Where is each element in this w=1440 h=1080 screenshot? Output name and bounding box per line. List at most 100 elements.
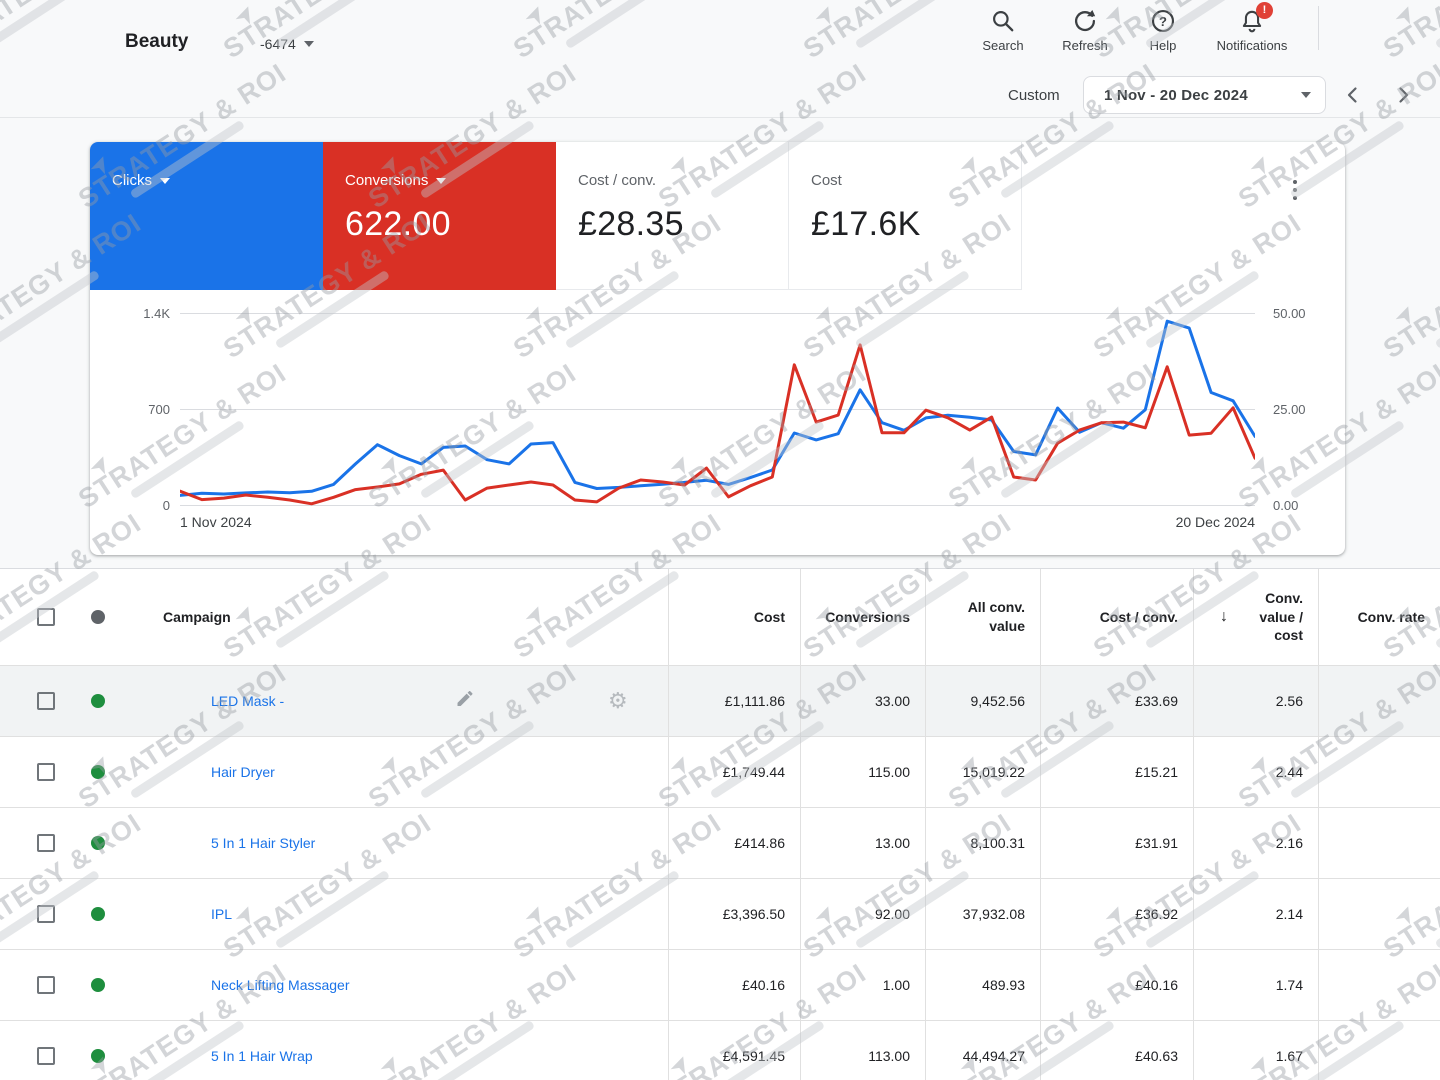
- row-checkbox[interactable]: [37, 905, 55, 923]
- table-row: 5 In 1 Hair Styler £414.86 13.00 8,100.31 £3…: [0, 808, 1440, 879]
- status-dot-enabled[interactable]: [91, 836, 105, 850]
- table-row: Hair Dryer £1,749.44 115.00 15,019.22 £15.21…: [0, 737, 1440, 808]
- column-header-cost-per-conv[interactable]: Cost / conv.: [1040, 569, 1193, 665]
- cell-conv-rate: [1318, 879, 1440, 949]
- refresh-button[interactable]: Refresh: [1049, 8, 1121, 53]
- cell-conv-rate: [1318, 950, 1440, 1020]
- row-checkbox[interactable]: [37, 1047, 55, 1065]
- chevron-down-icon: [160, 177, 170, 184]
- help-button[interactable]: ? Help: [1127, 8, 1199, 53]
- scorecard-cost[interactable]: Cost £17.6K: [789, 142, 1022, 290]
- row-checkbox[interactable]: [37, 834, 55, 852]
- cell-cost-per-conv: £40.63: [1040, 1021, 1193, 1080]
- row-checkbox[interactable]: [37, 976, 55, 994]
- refresh-label: Refresh: [1062, 38, 1108, 53]
- help-label: Help: [1149, 38, 1177, 53]
- row-checkbox[interactable]: [37, 763, 55, 781]
- right-axis-tick: 50.00: [1273, 306, 1306, 321]
- cell-conv-value-per-cost: 2.16: [1193, 808, 1318, 878]
- scorecard-label: Cost / conv.: [578, 172, 657, 189]
- cell-cost: £40.16: [668, 950, 800, 1020]
- select-all-checkbox[interactable]: [37, 608, 55, 626]
- campaign-link[interactable]: IPL: [211, 906, 233, 922]
- x-axis-end-label: 20 Dec 2024: [1175, 514, 1255, 530]
- search-icon: [990, 8, 1016, 34]
- cell-cost: £4,591.45: [668, 1021, 800, 1080]
- campaign-link[interactable]: Hair Dryer: [211, 764, 275, 780]
- left-axis-tick: 1.4K: [143, 306, 170, 321]
- cell-all-conv-value: 44,494.27: [925, 1021, 1040, 1080]
- column-header-conv-rate[interactable]: Conv. rate: [1318, 569, 1440, 665]
- watermark: ➤STRATEGY & ROI: [1378, 208, 1440, 374]
- cell-conv-rate: [1318, 808, 1440, 878]
- cell-cost-per-conv: £31.91: [1040, 808, 1193, 878]
- search-button[interactable]: Search: [967, 8, 1039, 53]
- bell-icon: !: [1239, 2, 1273, 34]
- cell-conv-value-per-cost: 2.56: [1193, 666, 1318, 736]
- row-checkbox[interactable]: [37, 692, 55, 710]
- campaign-link[interactable]: 5 In 1 Hair Styler: [211, 835, 316, 851]
- notification-badge: !: [1256, 2, 1273, 19]
- cell-conversions: 115.00: [800, 737, 925, 807]
- scorecard-value: £17.6K: [811, 205, 921, 243]
- column-header-conv-value-per-cost[interactable]: ↓ Conv. value / cost: [1193, 569, 1318, 665]
- performance-chart-card: Clicks Conversions 622.00 Cost / conv. £…: [90, 142, 1345, 555]
- scorecard-cost-per-conv[interactable]: Cost / conv. £28.35: [556, 142, 789, 290]
- column-header-cost[interactable]: Cost: [668, 569, 800, 665]
- campaign-link[interactable]: LED Mask -: [211, 693, 285, 709]
- scorecard-label: Clicks: [112, 172, 152, 189]
- cell-cost: £1,111.86: [668, 666, 800, 736]
- help-icon: ?: [1150, 8, 1176, 34]
- gridline: [180, 505, 1255, 506]
- cell-conv-value-per-cost: 1.74: [1193, 950, 1318, 1020]
- cell-all-conv-value: 37,932.08: [925, 879, 1040, 949]
- column-header-campaign[interactable]: Campaign: [163, 609, 231, 625]
- campaign-link[interactable]: 5 In 1 Hair Wrap: [211, 1048, 313, 1064]
- date-range-picker[interactable]: 1 Nov - 20 Dec 2024: [1083, 76, 1326, 114]
- cell-conv-rate: [1318, 737, 1440, 807]
- status-dot-header: [91, 610, 105, 624]
- x-axis-start-label: 1 Nov 2024: [180, 514, 252, 530]
- cell-cost-per-conv: £33.69: [1040, 666, 1193, 736]
- table-row: Neck Lifting Massager £40.16 1.00 489.93 £40…: [0, 950, 1440, 1021]
- refresh-icon: [1072, 8, 1098, 34]
- scorecard-clicks[interactable]: Clicks: [90, 142, 323, 290]
- cell-conv-value-per-cost: 1.67: [1193, 1021, 1318, 1080]
- cell-conversions: 113.00: [800, 1021, 925, 1080]
- table-body: LED Mask - ⚙ £1,111.86 33.00 9,452.56 £33.69 2…: [0, 666, 1440, 1080]
- cell-cost: £414.86: [668, 808, 800, 878]
- cell-cost-per-conv: £15.21: [1040, 737, 1193, 807]
- gridline: [180, 409, 1255, 410]
- status-dot-enabled[interactable]: [91, 694, 105, 708]
- next-period-button[interactable]: [1390, 82, 1416, 108]
- cell-cost-per-conv: £40.16: [1040, 950, 1193, 1020]
- notifications-button[interactable]: ! Notifications: [1216, 2, 1288, 53]
- cell-cost: £3,396.50: [668, 879, 800, 949]
- search-label: Search: [982, 38, 1024, 53]
- cell-conv-rate: [1318, 1021, 1440, 1080]
- left-axis-tick: 0: [162, 498, 170, 513]
- cell-all-conv-value: 9,452.56: [925, 666, 1040, 736]
- previous-period-button[interactable]: [1340, 82, 1366, 108]
- svg-text:?: ?: [1159, 14, 1167, 29]
- edit-icon[interactable]: [455, 689, 475, 714]
- cell-cost: £1,749.44: [668, 737, 800, 807]
- chart-options-menu-icon[interactable]: [1289, 176, 1301, 204]
- column-header-all-conv-value[interactable]: All conv. value: [925, 569, 1040, 665]
- status-dot-enabled[interactable]: [91, 907, 105, 921]
- status-dot-enabled[interactable]: [91, 978, 105, 992]
- column-header-conversions[interactable]: Conversions: [800, 569, 925, 665]
- campaign-link[interactable]: Neck Lifting Massager: [211, 977, 350, 993]
- watermark-arrow-icon: ➤: [1389, 300, 1422, 329]
- settings-gear-icon[interactable]: ⚙: [608, 688, 628, 713]
- top-bar: Beauty -6474 Search Refresh ? Help ! Not…: [0, 0, 1440, 118]
- status-dot-enabled[interactable]: [91, 765, 105, 779]
- account-id-dropdown[interactable]: -6474: [260, 36, 314, 52]
- table-row: 5 In 1 Hair Wrap £4,591.45 113.00 44,494.27…: [0, 1021, 1440, 1080]
- scorecard-conversions[interactable]: Conversions 622.00: [323, 142, 556, 290]
- status-dot-enabled[interactable]: [91, 1049, 105, 1063]
- metric-scorecards: Clicks Conversions 622.00 Cost / conv. £…: [90, 142, 1022, 290]
- cell-conversions: 92.00: [800, 879, 925, 949]
- cell-conv-value-per-cost: 2.14: [1193, 879, 1318, 949]
- account-name: Beauty: [125, 31, 189, 52]
